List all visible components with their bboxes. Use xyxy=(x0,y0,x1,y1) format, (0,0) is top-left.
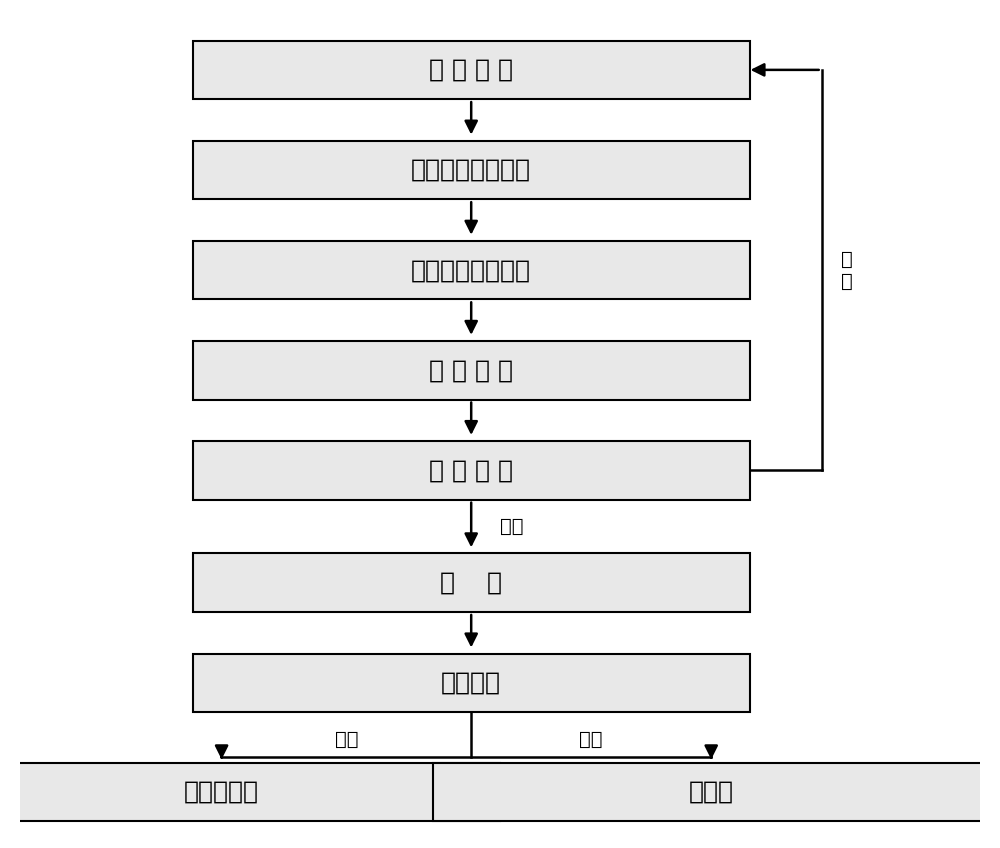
FancyBboxPatch shape xyxy=(193,341,750,399)
Text: 酸    洗: 酸 洗 xyxy=(440,571,502,594)
Text: 树 脂 除 硅: 树 脂 除 硅 xyxy=(429,58,513,82)
Text: 铀回收: 铀回收 xyxy=(689,780,734,804)
FancyBboxPatch shape xyxy=(193,441,750,499)
FancyBboxPatch shape xyxy=(433,762,990,821)
FancyBboxPatch shape xyxy=(193,241,750,299)
Text: 液
相: 液 相 xyxy=(841,249,853,291)
Text: 固 液 分 离: 固 液 分 离 xyxy=(429,459,513,483)
Text: 固液分离: 固液分离 xyxy=(441,671,501,695)
FancyBboxPatch shape xyxy=(0,762,500,821)
Text: 无害化处置: 无害化处置 xyxy=(184,780,259,804)
FancyBboxPatch shape xyxy=(193,654,750,712)
Text: 液相: 液相 xyxy=(579,730,603,749)
Text: 固相: 固相 xyxy=(500,517,524,536)
Text: 杂 质 沉 淀: 杂 质 沉 淀 xyxy=(429,358,513,382)
Text: 除硅废液组分分析: 除硅废液组分分析 xyxy=(411,158,531,182)
FancyBboxPatch shape xyxy=(193,141,750,199)
FancyBboxPatch shape xyxy=(193,41,750,99)
FancyBboxPatch shape xyxy=(193,554,750,612)
Text: 确定沉淀剂加入量: 确定沉淀剂加入量 xyxy=(411,258,531,282)
Text: 固相: 固相 xyxy=(335,730,358,749)
